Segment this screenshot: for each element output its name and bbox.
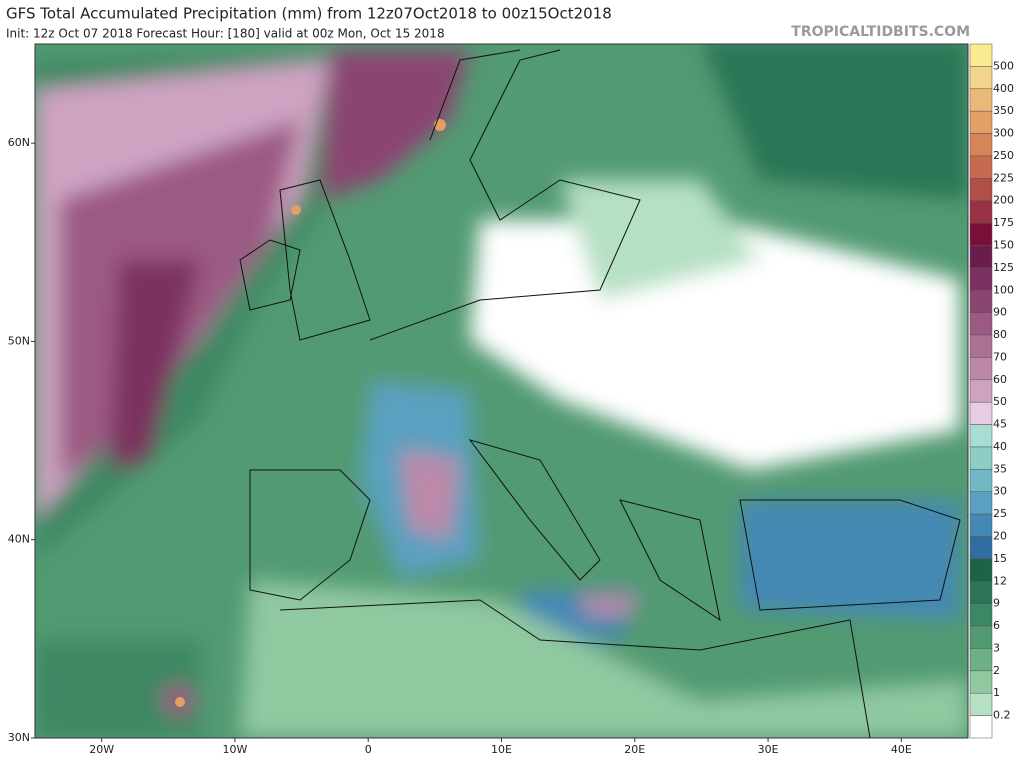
colorbar-label: 90 bbox=[993, 306, 1007, 319]
watermark: TROPICALTIDBITS.COM bbox=[791, 24, 970, 40]
title: GFS Total Accumulated Precipitation (mm)… bbox=[6, 5, 612, 23]
colorbar-box bbox=[969, 379, 993, 403]
colorbar-box bbox=[969, 312, 993, 336]
colorbar-box bbox=[969, 715, 993, 739]
colorbar-label: 25 bbox=[993, 507, 1007, 520]
x-tick-label: 10W bbox=[222, 743, 247, 756]
colorbar-label: 20 bbox=[993, 530, 1007, 543]
colorbar-label: 2 bbox=[993, 664, 1000, 677]
colorbar-box bbox=[969, 513, 993, 537]
colorbar-label: 30 bbox=[993, 485, 1007, 498]
colorbar-label: 200 bbox=[993, 194, 1014, 207]
colorbar-box bbox=[969, 334, 993, 358]
x-tick-label: 0 bbox=[365, 743, 372, 756]
colorbar-box bbox=[969, 66, 993, 90]
colorbar-box bbox=[969, 670, 993, 694]
colorbar-box bbox=[969, 43, 993, 67]
colorbar-label: 80 bbox=[993, 328, 1007, 341]
colorbar-box bbox=[969, 267, 993, 291]
colorbar-box bbox=[969, 446, 993, 470]
colorbar-box bbox=[969, 200, 993, 224]
colorbar-label: 175 bbox=[993, 216, 1014, 229]
colorbar-label: 0.2 bbox=[993, 709, 1011, 722]
colorbar-box bbox=[969, 155, 993, 179]
colorbar-label: 400 bbox=[993, 82, 1014, 95]
colorbar-label: 3 bbox=[993, 641, 1000, 654]
colorbar-label: 12 bbox=[993, 574, 1007, 587]
colorbar-label: 225 bbox=[993, 171, 1014, 184]
colorbar-label: 6 bbox=[993, 619, 1000, 632]
colorbar-label: 250 bbox=[993, 149, 1014, 162]
subtitle: Init: 12z Oct 07 2018 Forecast Hour: [18… bbox=[6, 27, 445, 41]
colorbar-box bbox=[969, 88, 993, 112]
y-tick-label: 50N bbox=[8, 334, 30, 347]
x-tick-label: 20E bbox=[624, 743, 645, 756]
colorbar-box bbox=[969, 178, 993, 201]
colorbar-box bbox=[969, 110, 993, 134]
colorbar-label: 15 bbox=[993, 552, 1007, 565]
colorbar-label: 35 bbox=[993, 462, 1007, 475]
colorbar-label: 1 bbox=[993, 686, 1000, 699]
colorbar-box bbox=[969, 692, 993, 716]
colorbar-label: 350 bbox=[993, 104, 1014, 117]
colorbar-box bbox=[969, 290, 993, 313]
colorbar-label: 100 bbox=[993, 283, 1014, 296]
y-tick-label: 30N bbox=[8, 731, 30, 744]
x-tick-label: 40E bbox=[891, 743, 912, 756]
colorbar-label: 125 bbox=[993, 261, 1014, 274]
colorbar-box bbox=[969, 424, 993, 448]
colorbar-box bbox=[969, 133, 993, 157]
coastlines bbox=[239, 49, 961, 738]
colorbar-label: 150 bbox=[993, 238, 1014, 251]
colorbar-label: 60 bbox=[993, 373, 1007, 386]
x-tick-label: 10E bbox=[491, 743, 512, 756]
colorbar-box bbox=[969, 648, 993, 672]
colorbar-label: 300 bbox=[993, 127, 1014, 140]
colorbar-box bbox=[969, 401, 993, 425]
colorbar-box bbox=[969, 245, 993, 269]
y-tick-label: 60N bbox=[8, 136, 30, 149]
x-tick-label: 30E bbox=[758, 743, 779, 756]
y-tick-label: 40N bbox=[8, 533, 30, 546]
colorbar-label: 45 bbox=[993, 418, 1007, 431]
colorbar-box bbox=[969, 491, 993, 515]
colorbar-box bbox=[969, 357, 993, 381]
colorbar-label: 40 bbox=[993, 440, 1007, 453]
colorbar-label: 500 bbox=[993, 59, 1014, 72]
colorbar-box bbox=[969, 469, 993, 492]
map-field bbox=[35, 44, 968, 738]
colorbar-label: 70 bbox=[993, 350, 1007, 363]
x-tick-label: 20W bbox=[89, 743, 114, 756]
colorbar-box bbox=[969, 581, 993, 604]
colorbar-box bbox=[969, 625, 993, 649]
colorbar-box bbox=[969, 536, 993, 560]
colorbar-box bbox=[969, 558, 993, 582]
colorbar-box bbox=[969, 603, 993, 627]
colorbar-label: 9 bbox=[993, 597, 1000, 610]
colorbar-label: 50 bbox=[993, 395, 1007, 408]
colorbar-box bbox=[969, 222, 993, 246]
